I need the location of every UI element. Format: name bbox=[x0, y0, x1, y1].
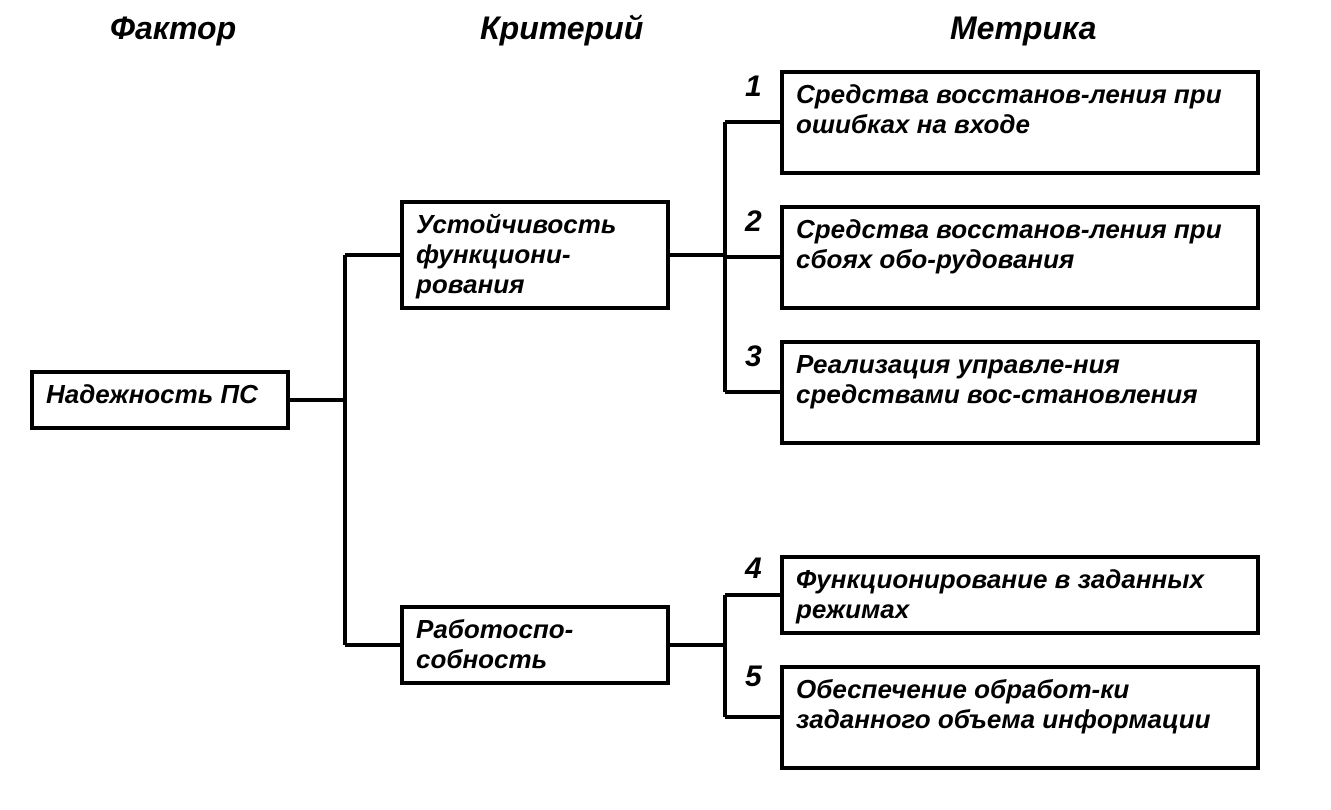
header-metric: Метрика bbox=[950, 10, 1096, 47]
node-metric-2: Средства восстанов-ления при сбоях обо-р… bbox=[780, 205, 1260, 310]
header-criterion: Критерий bbox=[480, 10, 643, 47]
metric-number-4: 4 bbox=[745, 552, 762, 586]
metric-number-2: 2 bbox=[745, 205, 762, 239]
node-criterion-1: Устойчивость функциони-рования bbox=[400, 200, 670, 310]
metric-number-1: 1 bbox=[745, 70, 762, 104]
metric-number-5: 5 bbox=[745, 660, 762, 694]
header-factor: Фактор bbox=[110, 10, 236, 47]
node-metric-1: Средства восстанов-ления при ошибках на … bbox=[780, 70, 1260, 175]
node-metric-3: Реализация управле-ния средствами вос-ст… bbox=[780, 340, 1260, 445]
node-criterion-2: Работоспо-собность bbox=[400, 605, 670, 685]
metric-number-3: 3 bbox=[745, 340, 762, 374]
node-metric-5: Обеспечение обработ-ки заданного объема … bbox=[780, 665, 1260, 770]
node-factor: Надежность ПС bbox=[30, 370, 290, 430]
node-metric-4: Функционирование в заданных режимах bbox=[780, 555, 1260, 635]
